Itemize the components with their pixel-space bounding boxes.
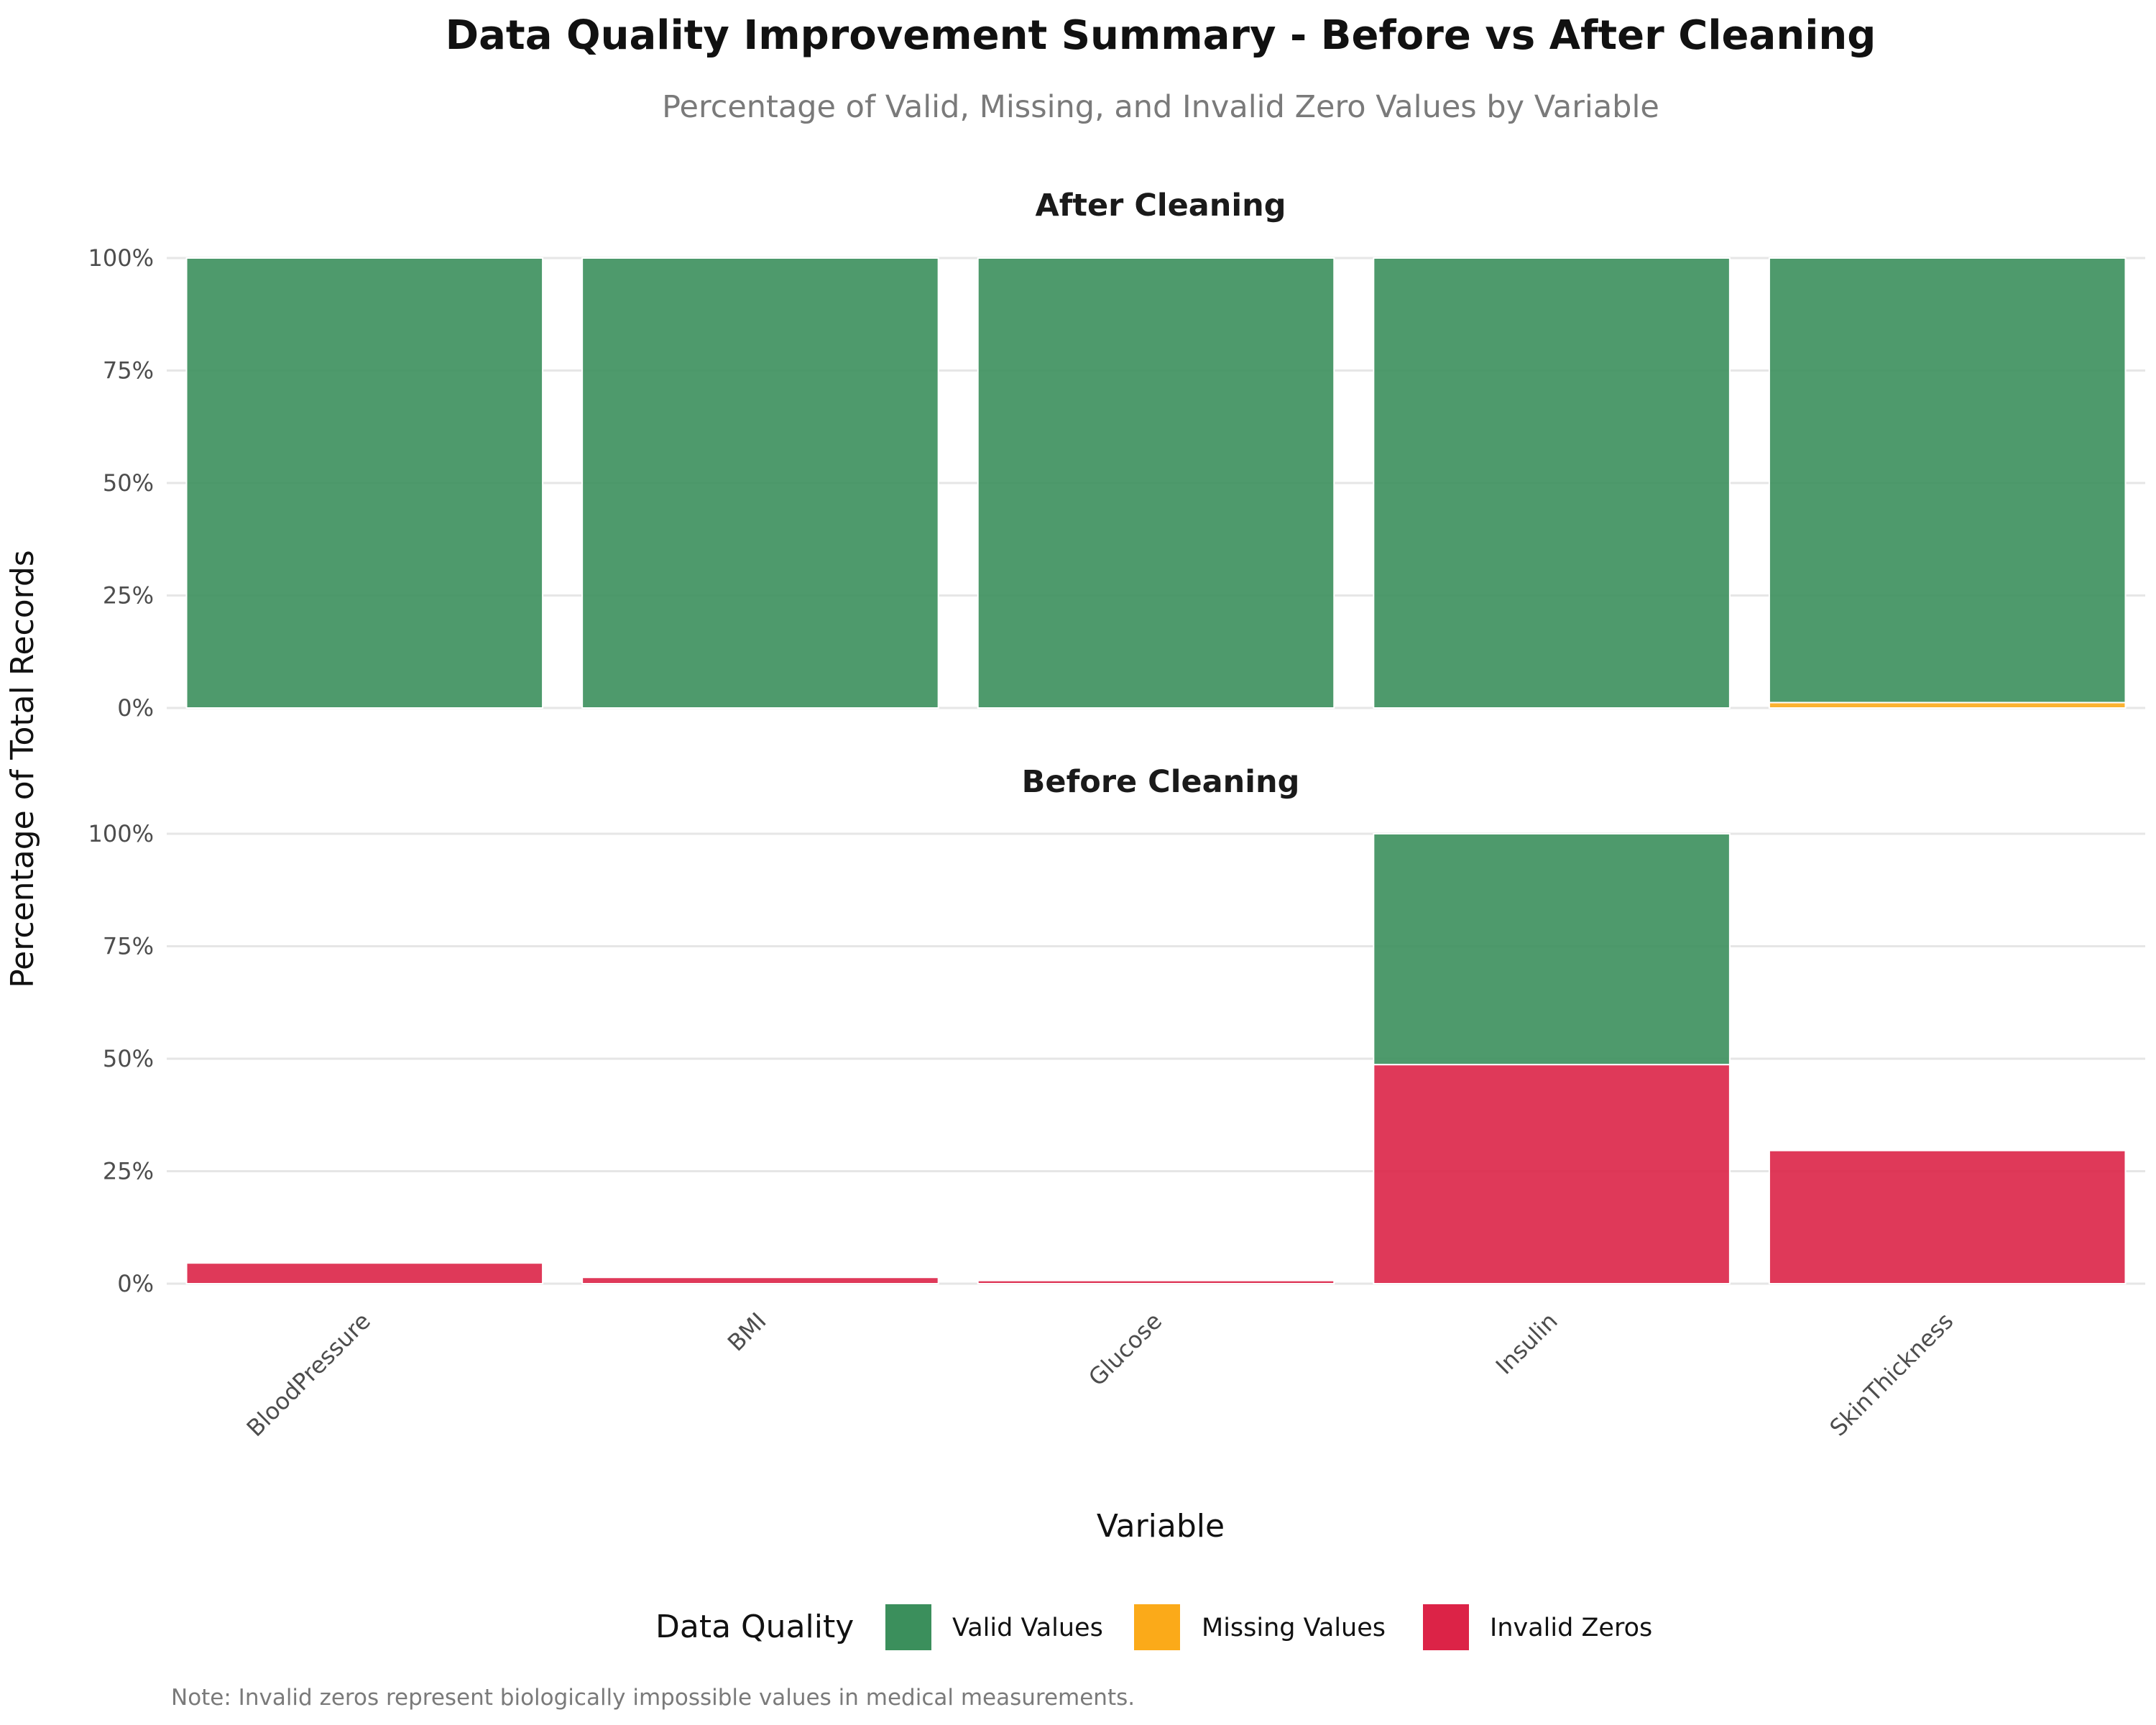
x-axis-title: Variable — [1097, 1508, 1225, 1545]
bar-after-bmi-valid — [581, 257, 939, 709]
x-tick-label-bloodpressure: BloodPressure — [241, 1307, 376, 1442]
bar-after-skinthickness-missing — [1768, 702, 2127, 709]
x-tick-label-insulin: Insulin — [1491, 1307, 1563, 1380]
y-tick-label-before: 100% — [88, 820, 154, 847]
y-tick-label-before: 25% — [103, 1158, 154, 1185]
bar-after-skinthickness-valid — [1768, 257, 2127, 704]
x-axis-ticks: BloodPressure BMI Glucose Insulin SkinThickn… — [241, 1307, 1959, 1442]
legend: Data Quality Valid Values Missing Values… — [655, 1604, 1652, 1650]
bar-before-skinthickness-invalid — [1768, 1149, 2127, 1284]
panel-after-cleaning: 0% 25% 50% 75% 100% — [88, 244, 2145, 722]
x-tick-label-bmi: BMI — [722, 1307, 772, 1357]
legend-label-missing: Missing Values — [1202, 1614, 1386, 1642]
bar-after-insulin-valid — [1373, 257, 1731, 709]
legend-label-invalid: Invalid Zeros — [1490, 1614, 1652, 1642]
y-axis-title: Percentage of Total Records — [4, 550, 41, 988]
legend-swatch-missing — [1134, 1604, 1180, 1650]
y-tick-label-before: 75% — [103, 933, 154, 960]
legend-swatch-invalid — [1423, 1604, 1469, 1650]
bar-before-insulin-invalid — [1373, 1064, 1731, 1284]
x-tick-label-skinthickness: SkinThickness — [1825, 1307, 1959, 1442]
y-tick-label-after: 0% — [117, 694, 154, 722]
y-tick-label-after: 50% — [103, 469, 154, 497]
y-tick-label-before: 50% — [103, 1045, 154, 1072]
y-tick-label-after: 25% — [103, 582, 154, 610]
y-tick-label-after: 75% — [103, 357, 154, 385]
bar-before-bloodpressure-invalid — [185, 1262, 544, 1284]
legend-title: Data Quality — [655, 1609, 854, 1645]
y-tick-label-before: 0% — [117, 1270, 154, 1297]
facet-title-after: After Cleaning — [1035, 188, 1286, 224]
panel-before-cleaning: 0% 25% 50% 75% 100% — [88, 820, 2145, 1297]
bar-after-glucose-valid — [977, 257, 1335, 709]
y-tick-label-after: 100% — [88, 244, 154, 272]
legend-label-valid: Valid Values — [952, 1614, 1103, 1642]
facet-title-before: Before Cleaning — [1022, 764, 1300, 800]
bar-before-bmi-invalid — [581, 1276, 939, 1284]
bar-after-bloodpressure-valid — [185, 257, 544, 709]
bar-before-insulin-valid — [1373, 833, 1731, 1066]
chart-caption: Note: Invalid zeros represent biological… — [171, 1685, 1135, 1711]
chart-title: Data Quality Improvement Summary - Befor… — [446, 12, 1876, 59]
bar-before-glucose-invalid — [977, 1279, 1335, 1285]
legend-swatch-valid — [885, 1604, 931, 1650]
chart-subtitle: Percentage of Valid, Missing, and Invali… — [662, 89, 1659, 125]
x-tick-label-glucose: Glucose — [1083, 1307, 1167, 1392]
